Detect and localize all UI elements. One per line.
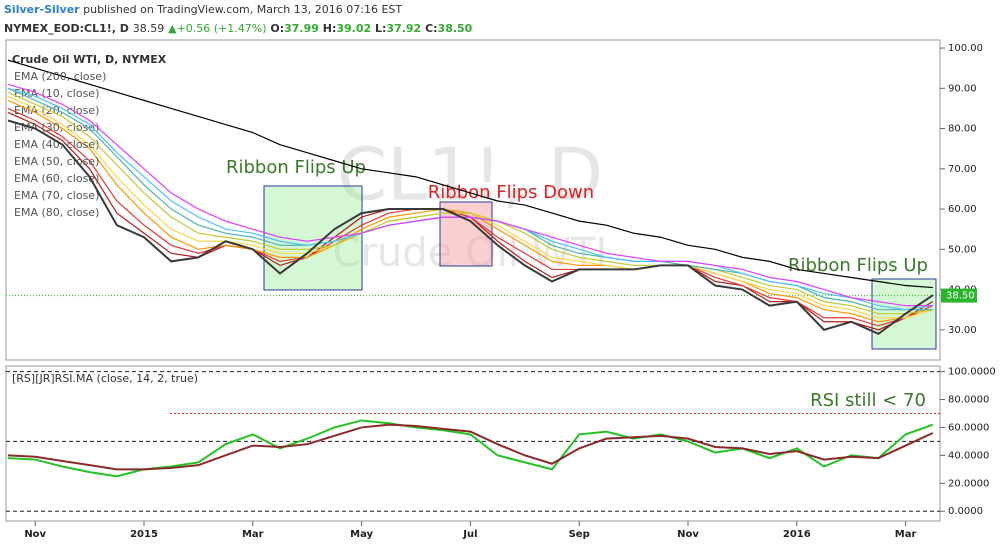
series-line bbox=[7, 423, 934, 471]
y-tick-label: 80.00 bbox=[948, 124, 977, 135]
legend-entry: EMA (70, close) bbox=[14, 189, 99, 202]
series-line bbox=[7, 83, 933, 307]
x-tick-label: Jul bbox=[462, 529, 477, 540]
y-tick-label: 80.0000 bbox=[948, 395, 989, 406]
header-line: Silver-Silver published on TradingView.c… bbox=[4, 3, 402, 16]
annotation: Ribbon Flips Down bbox=[428, 182, 594, 203]
annotation: Ribbon Flips Up bbox=[788, 255, 928, 276]
y-tick-label: 60.00 bbox=[948, 204, 977, 215]
last-price-label: 38.50 bbox=[946, 291, 975, 302]
x-tick-label: 2015 bbox=[130, 529, 158, 540]
annotation: RSI still < 70 bbox=[810, 390, 926, 411]
legend-entry: EMA (80, close) bbox=[14, 206, 99, 219]
legend-entry: EMA (40, close) bbox=[14, 138, 99, 151]
rsi-pane bbox=[5, 365, 941, 522]
y-tick-label: 40.0000 bbox=[948, 450, 989, 461]
legend-entry: EMA (200, close) bbox=[14, 70, 106, 83]
legend-entry: EMA (60, close) bbox=[14, 172, 99, 185]
pane-title: Crude Oil WTI, D, NYMEX bbox=[12, 53, 167, 66]
y-tick-label: 30.00 bbox=[948, 325, 977, 336]
y-tick-label: 0.0000 bbox=[948, 506, 983, 517]
price-line bbox=[7, 119, 934, 335]
y-tick-label: 70.00 bbox=[948, 164, 977, 175]
y-tick-label: 20.0000 bbox=[948, 478, 989, 489]
legend-entry: EMA (30, close) bbox=[14, 121, 99, 134]
series-line bbox=[7, 59, 933, 289]
legend-entry: EMA (50, close) bbox=[14, 155, 99, 168]
y-tick-label: 50.00 bbox=[948, 244, 977, 255]
x-tick-label: 2016 bbox=[783, 529, 811, 540]
y-tick-label: 60.0000 bbox=[948, 422, 989, 433]
y-tick-label: 100.0000 bbox=[948, 367, 996, 378]
price-pane bbox=[5, 39, 941, 361]
x-tick-label: Mar bbox=[895, 529, 917, 540]
x-tick-label: Mar bbox=[242, 529, 264, 540]
y-tick-label: 90.00 bbox=[948, 83, 977, 94]
y-tick-label: 100.00 bbox=[948, 43, 983, 54]
last-price-box bbox=[941, 288, 977, 303]
series-line bbox=[7, 91, 933, 315]
x-tick-label: Nov bbox=[677, 529, 699, 540]
x-tick-label: May bbox=[350, 529, 373, 540]
annotation: Ribbon Flips Up bbox=[226, 157, 366, 178]
header-quote: NYMEX_EOD:CL1!, D 38.59 ▲+0.56 (+1.47%) … bbox=[4, 22, 473, 35]
x-tick-label: Sep bbox=[569, 529, 590, 540]
pane-title: [RS][JR]RSI.MA (close, 14, 2, true) bbox=[12, 372, 198, 385]
x-tick-label: Nov bbox=[24, 529, 46, 540]
